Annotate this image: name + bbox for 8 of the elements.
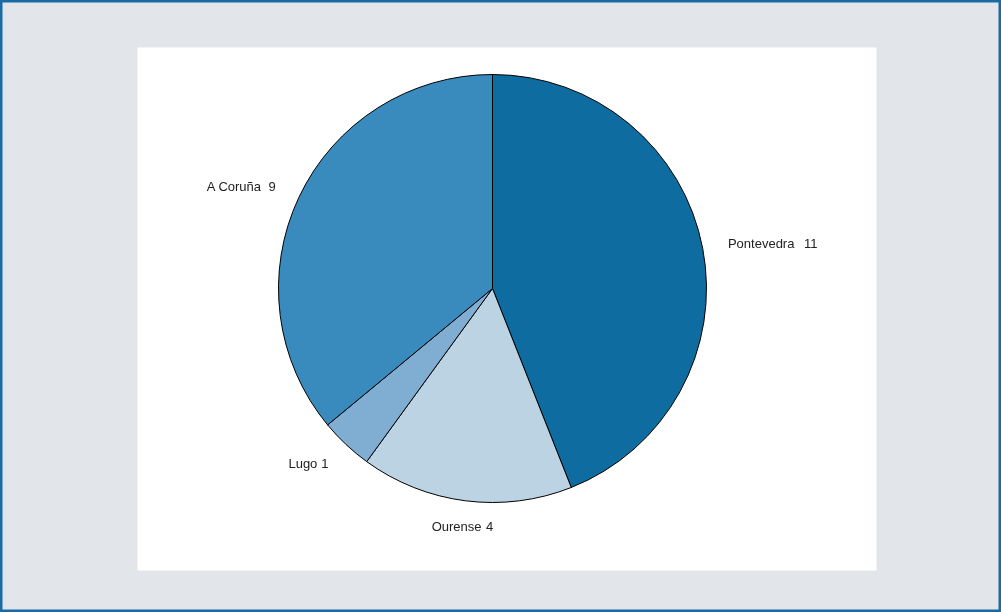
slice-label: Pontevedra [727,236,796,252]
data-label: 4 [486,518,494,534]
slice-label: Ourense [431,518,482,534]
slice-label: Lugo [288,455,318,471]
data-label: 9 [268,178,276,194]
data-label: 1 [321,455,329,471]
data-label: 11 [803,236,818,252]
slice-label: A Coruña [206,178,262,194]
